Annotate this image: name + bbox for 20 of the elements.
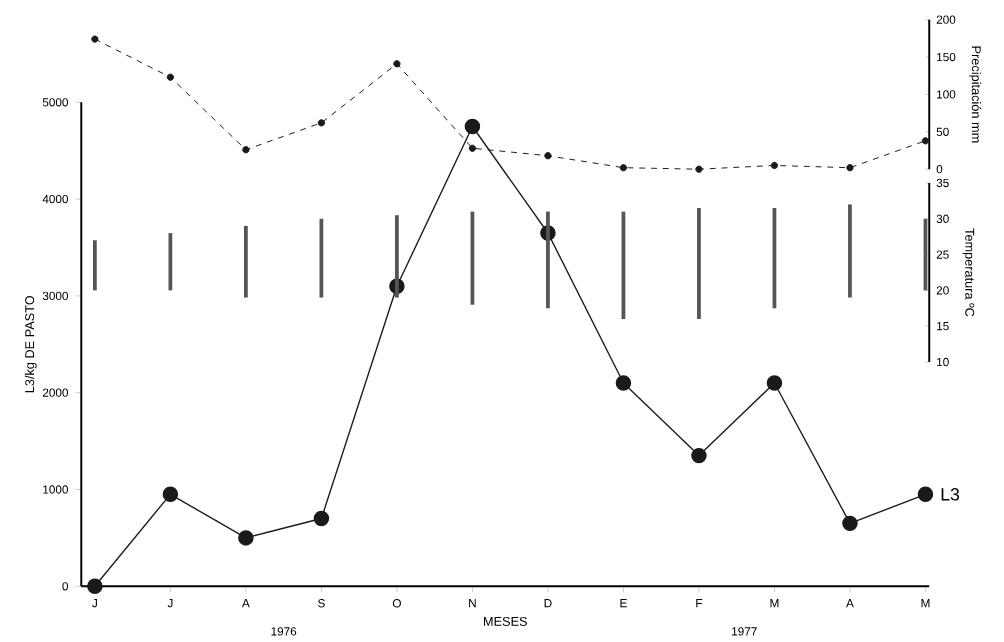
point xyxy=(468,144,477,153)
point xyxy=(842,515,858,532)
point xyxy=(615,375,632,392)
point xyxy=(766,375,783,392)
point xyxy=(162,486,179,503)
point xyxy=(846,164,854,172)
point xyxy=(238,530,254,546)
point xyxy=(770,162,779,170)
point xyxy=(619,164,628,172)
point xyxy=(691,448,707,464)
point xyxy=(87,578,103,595)
point xyxy=(317,119,326,127)
series-label: L3 xyxy=(941,488,960,501)
point xyxy=(695,165,703,174)
point xyxy=(544,152,552,160)
point xyxy=(313,511,330,527)
point xyxy=(242,146,250,154)
point xyxy=(464,119,481,135)
point xyxy=(917,486,934,503)
point xyxy=(921,137,930,145)
